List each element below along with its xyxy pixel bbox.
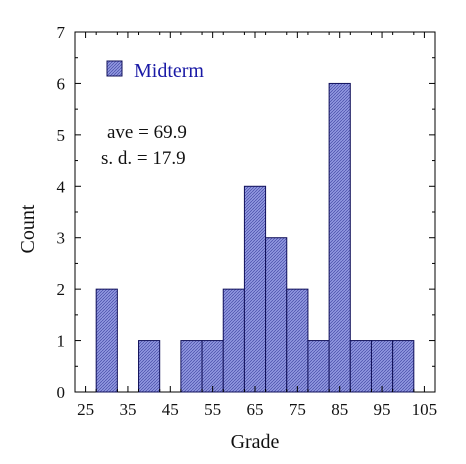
y-axis: 0 1 2 3 4 5 6 7 — [57, 23, 435, 402]
histogram-bar — [180, 340, 203, 393]
legend: Midterm — [106, 60, 204, 82]
y-tick-label: 2 — [57, 280, 66, 299]
x-tick-label: 35 — [119, 400, 136, 419]
x-tick-label: 105 — [412, 400, 438, 419]
y-tick-label: 1 — [57, 332, 66, 351]
x-tick-label: 55 — [204, 400, 221, 419]
y-tick-label: 4 — [57, 177, 66, 196]
x-tick-label: 85 — [331, 400, 348, 419]
std-dev-annotation: s. d. = 17.9 — [101, 148, 186, 169]
histogram-bar — [349, 340, 372, 393]
y-tick-label: 3 — [57, 229, 66, 248]
average-annotation: ave = 69.9 — [107, 122, 187, 143]
histogram-bar — [286, 288, 309, 393]
histogram-bar — [243, 185, 267, 393]
y-tick-label: 7 — [57, 23, 66, 42]
histogram-bar — [95, 288, 118, 393]
x-tick-label: 65 — [247, 400, 264, 419]
y-axis-title: Count — [17, 204, 39, 253]
histogram-bar — [138, 340, 161, 393]
x-tick-label: 45 — [162, 400, 179, 419]
bars-group — [95, 82, 415, 393]
y-tick-label: 6 — [57, 74, 66, 93]
y-tick-label: 5 — [57, 126, 66, 145]
x-tick-label: 95 — [374, 400, 391, 419]
histogram-bar — [370, 340, 394, 393]
x-tick-label: 75 — [289, 400, 306, 419]
x-axis: 25 35 45 55 65 75 85 95 105 — [77, 32, 437, 419]
histogram-bar — [201, 340, 224, 393]
y-tick-label: 0 — [57, 383, 66, 402]
legend-label: Midterm — [134, 60, 204, 82]
histogram-bar — [222, 288, 245, 393]
histogram-bar — [392, 340, 415, 393]
histogram-bar — [307, 340, 330, 393]
legend-swatch — [106, 60, 123, 77]
x-tick-label: 25 — [77, 400, 94, 419]
histogram-bar — [328, 82, 351, 393]
x-axis-title: Grade — [231, 431, 280, 453]
histogram-bar — [265, 237, 288, 393]
